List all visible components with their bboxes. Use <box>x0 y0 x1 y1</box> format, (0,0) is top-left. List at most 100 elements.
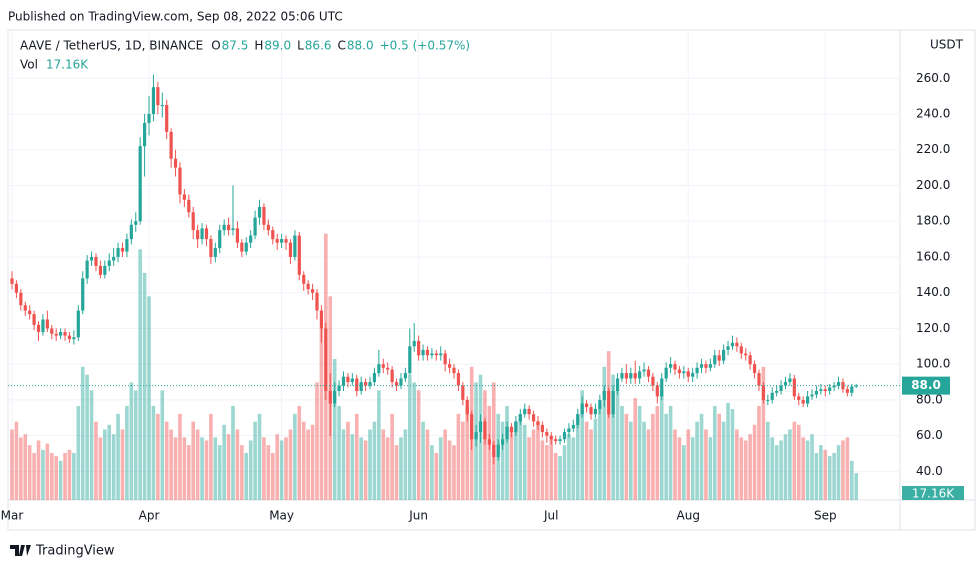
candle-body <box>381 364 385 368</box>
volume-bar <box>611 374 615 500</box>
candle-body <box>430 353 434 356</box>
volume-bar <box>584 421 589 500</box>
candle-body <box>465 399 469 415</box>
candle-body <box>558 439 562 442</box>
volume-bar <box>571 437 576 500</box>
volume-bar <box>500 421 505 500</box>
y-tick-label: 60.0 <box>916 428 943 442</box>
volume-bar <box>85 374 89 500</box>
candle-body <box>147 113 151 123</box>
candle-body <box>483 421 487 440</box>
candle-body <box>310 289 315 293</box>
volume-bar <box>774 445 779 500</box>
candle-body <box>562 432 567 440</box>
last-volume-box <box>902 486 964 500</box>
candle-body <box>41 319 45 333</box>
volume-bar <box>854 473 859 500</box>
volume-bar <box>770 437 775 500</box>
volume-bar <box>416 390 421 500</box>
candle-body <box>487 439 491 445</box>
candle-body <box>461 385 465 400</box>
volume-bar <box>76 406 81 500</box>
volume-bar <box>518 413 523 500</box>
volume-bar <box>452 445 456 500</box>
candle-body <box>403 373 407 379</box>
candle-body <box>107 260 111 266</box>
volume-bar <box>712 406 717 500</box>
x-tick-label: Apr <box>139 509 160 523</box>
volume-bar <box>270 453 275 500</box>
candle-body <box>836 382 841 386</box>
candle-body <box>271 230 275 240</box>
volume-bar <box>527 437 531 500</box>
candle-body <box>571 424 575 429</box>
volume-bar <box>381 429 386 500</box>
volume-bar <box>222 424 226 500</box>
volume-bar <box>430 445 434 500</box>
candle-body <box>514 421 518 433</box>
volume-bar <box>845 437 850 500</box>
volume-bar <box>164 421 169 500</box>
volume-bar <box>103 429 107 500</box>
x-tick-label: Jun <box>408 509 428 523</box>
candle-body <box>545 432 549 436</box>
candle-body <box>814 390 819 395</box>
candle-body <box>134 221 138 225</box>
candle-body <box>59 332 63 336</box>
candle-body <box>394 382 399 386</box>
volume-bar <box>575 413 580 500</box>
candle-body <box>284 239 288 243</box>
legend-ohlc-value: 88.0 <box>347 39 374 53</box>
candle-body <box>554 439 558 442</box>
currency-label: USDT <box>930 38 964 52</box>
frame <box>7 29 976 531</box>
volume-bar <box>45 443 50 500</box>
y-tick-label: 260.0 <box>916 71 950 85</box>
volume-bar <box>204 440 209 500</box>
volume-bar <box>801 437 805 500</box>
volume-bar <box>275 434 279 500</box>
candle-body <box>434 353 438 356</box>
candle-body <box>328 390 332 404</box>
volume-bar <box>173 437 178 500</box>
candle-body <box>408 346 412 374</box>
brand-name: TradingView <box>35 544 115 559</box>
candle-body <box>28 310 32 315</box>
volume-bar <box>717 413 721 500</box>
candle-body <box>116 248 120 257</box>
volume-bar <box>730 409 735 500</box>
candle-body <box>173 158 178 168</box>
volume-bar <box>690 437 695 500</box>
volume-bar <box>67 449 72 500</box>
candle-body <box>664 367 668 379</box>
candle-body <box>240 242 244 252</box>
candle-body <box>717 355 721 361</box>
y-tick-label: 140.0 <box>916 285 950 299</box>
candle-body <box>196 230 200 240</box>
candle-body <box>708 364 712 368</box>
volume-bar <box>350 434 355 500</box>
candle-body <box>735 342 739 347</box>
candle-body <box>125 239 129 252</box>
candle-body <box>673 364 677 370</box>
volume-bar <box>819 445 823 500</box>
candle-body <box>611 390 615 415</box>
volume-bar <box>403 429 408 500</box>
candle-body <box>421 349 425 356</box>
candle-body <box>182 194 186 200</box>
volume-bar <box>447 440 452 500</box>
candle-body <box>266 224 270 231</box>
volume-bar <box>522 424 527 500</box>
volume-bar <box>739 437 744 500</box>
volume-bar <box>191 421 196 500</box>
candle-body <box>677 369 682 374</box>
volume-bar <box>72 453 76 500</box>
volume-bar <box>98 437 103 500</box>
candle-body <box>660 378 664 397</box>
volume-bar <box>443 429 447 500</box>
volume-bar <box>49 453 54 500</box>
candle-body <box>576 414 580 425</box>
candle-body <box>50 328 54 334</box>
